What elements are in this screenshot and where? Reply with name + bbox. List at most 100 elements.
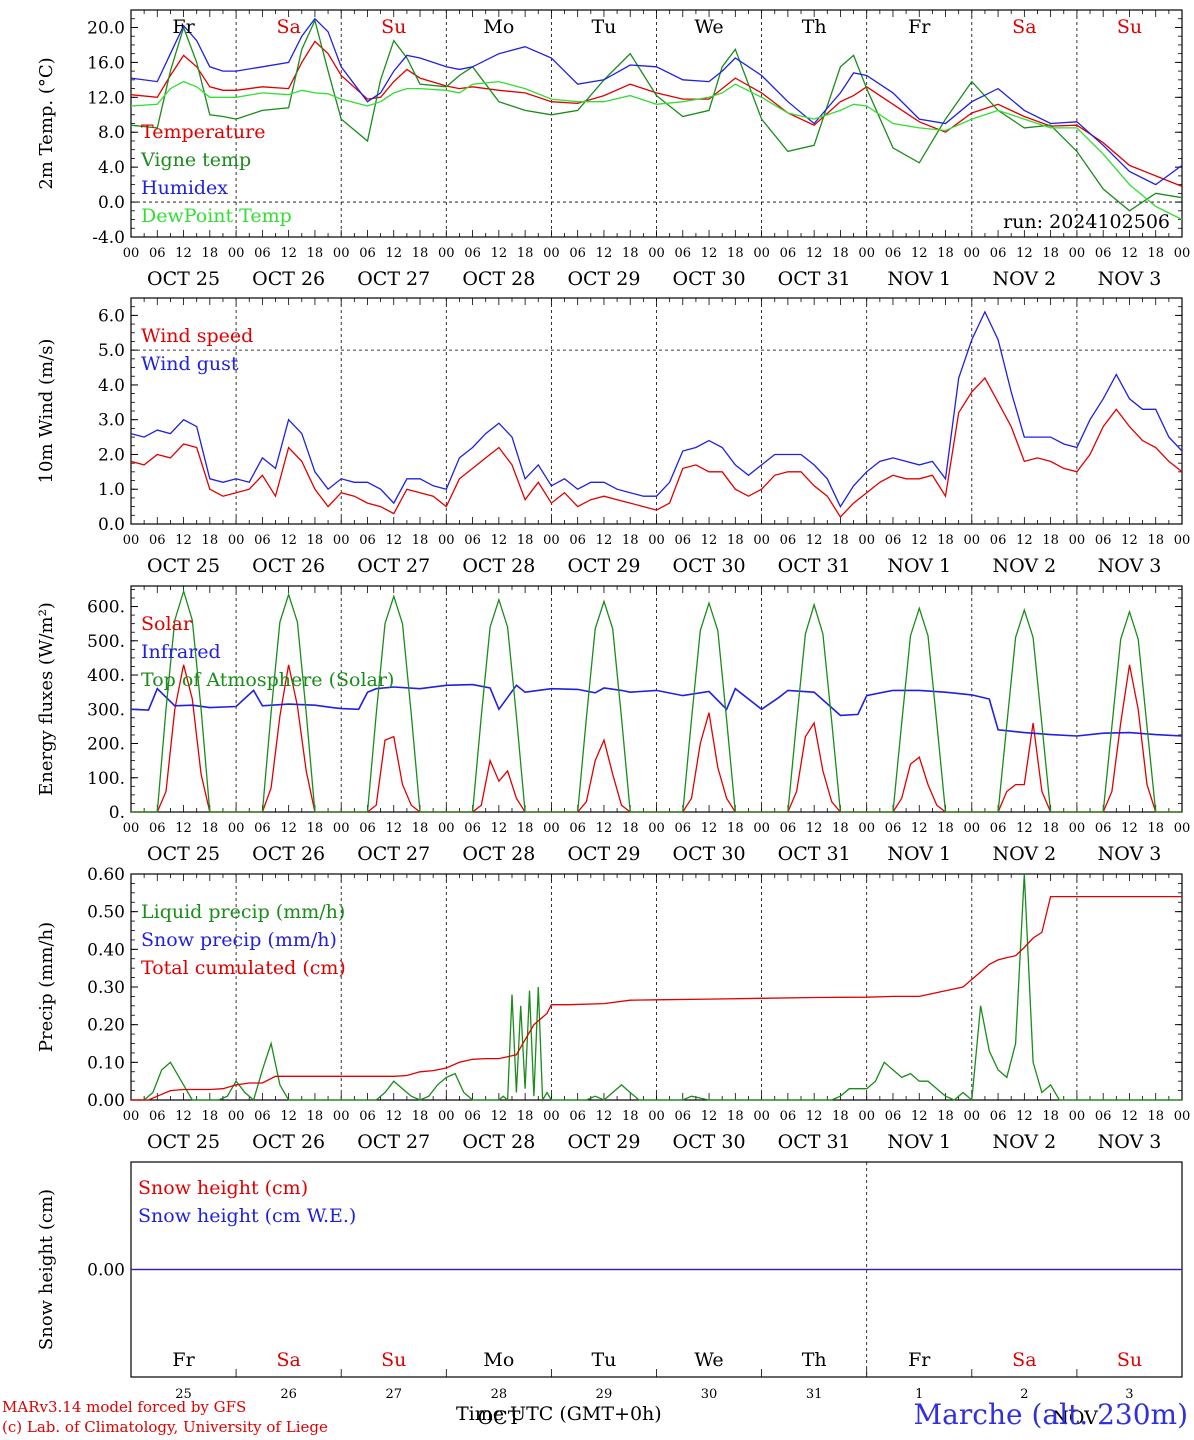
hour-tick-label: 12	[806, 246, 823, 261]
y-tick-label: 20.0	[87, 18, 125, 38]
hour-tick-label: 12	[701, 821, 718, 836]
series-line	[130, 683, 1183, 737]
hour-tick-label: 06	[149, 1109, 166, 1124]
series-line	[130, 18, 1183, 212]
y-tick-label: 0.40	[87, 940, 125, 960]
hour-tick-label: 06	[885, 821, 902, 836]
hour-tick-label: 12	[911, 246, 928, 261]
hour-tick-label: 12	[385, 533, 402, 548]
series-line	[130, 376, 1183, 519]
legend-entry: Snow height (cm)	[138, 1177, 308, 1199]
hour-tick-label: 12	[596, 246, 613, 261]
run-annotation: run: 2024102506	[1003, 211, 1170, 233]
hour-tick-label: 12	[596, 1109, 613, 1124]
date-label: OCT 26	[252, 843, 325, 865]
hour-tick-label: 06	[780, 821, 797, 836]
y-tick-label: 200.	[87, 735, 125, 755]
hour-tick-label: 12	[280, 821, 297, 836]
day-number: 25	[175, 1387, 192, 1402]
hour-tick-label: 12	[385, 821, 402, 836]
hour-tick-label: 00	[1069, 1109, 1086, 1124]
hour-tick-label: 18	[307, 1109, 324, 1124]
date-label: OCT 30	[673, 843, 746, 865]
hour-tick-label: 00	[1174, 533, 1191, 548]
weekday-label: Fr	[908, 1349, 931, 1371]
legend-entry: Liquid precip (mm/h)	[141, 901, 345, 923]
date-label: OCT 30	[673, 268, 746, 290]
hour-tick-label: 06	[990, 246, 1007, 261]
date-label: NOV 2	[992, 843, 1056, 865]
date-label: NOV 1	[887, 268, 951, 290]
hour-tick-label: 00	[1069, 821, 1086, 836]
y-tick-label: 0.20	[87, 1016, 125, 1036]
y-tick-label: 4.0	[98, 376, 125, 396]
date-label: OCT 29	[567, 1131, 640, 1153]
hour-tick-label: 12	[701, 533, 718, 548]
hour-tick-label: 18	[937, 1109, 954, 1124]
hour-tick-label: 12	[385, 1109, 402, 1124]
weekday-label: Fr	[172, 1349, 195, 1371]
weekday-label: Sa	[1012, 1349, 1036, 1371]
legend-entry: Top of Atmosphere (Solar)	[141, 669, 394, 691]
y-tick-label: 4.0	[98, 158, 125, 178]
hour-tick-label: 12	[1016, 246, 1033, 261]
hour-tick-label: 12	[701, 246, 718, 261]
hour-tick-label: 06	[569, 533, 586, 548]
weekday-label: Fr	[908, 16, 931, 38]
hour-tick-label: 12	[911, 1109, 928, 1124]
hour-tick-label: 06	[675, 1109, 692, 1124]
hour-tick-label: 06	[569, 246, 586, 261]
hour-tick-label: 06	[464, 533, 481, 548]
hour-tick-label: 18	[1147, 533, 1164, 548]
hour-tick-label: 12	[175, 821, 192, 836]
legend-entry: Snow height (cm W.E.)	[138, 1205, 356, 1227]
hour-tick-label: 06	[990, 533, 1007, 548]
legend-entry: Humidex	[141, 177, 228, 199]
hour-tick-label: 12	[1121, 246, 1138, 261]
hour-tick-label: 18	[307, 821, 324, 836]
hour-tick-label: 00	[1069, 246, 1086, 261]
hour-tick-label: 06	[359, 533, 376, 548]
y-axis-label: Precip (mm/h)	[36, 922, 57, 1052]
hour-tick-label: 12	[911, 533, 928, 548]
hour-tick-label: 00	[753, 1109, 770, 1124]
y-axis-label: 2m Temp. (°C)	[36, 57, 57, 189]
y-tick-label: 6.0	[98, 306, 125, 326]
month-label: NOV	[1052, 1407, 1098, 1429]
y-tick-label: 1.0	[98, 480, 125, 500]
site-label: Marche (alt. 230m)	[913, 1398, 1188, 1431]
series-line	[130, 17, 1183, 186]
day-number: 31	[806, 1387, 823, 1402]
hour-tick-label: 18	[937, 246, 954, 261]
series-line	[130, 40, 1183, 188]
hour-tick-label: 18	[517, 821, 534, 836]
hour-tick-label: 18	[1042, 246, 1059, 261]
y-tick-label: 8.0	[98, 123, 125, 143]
hour-tick-label: 00	[1069, 533, 1086, 548]
weekday-label: Su	[1117, 1349, 1142, 1371]
hour-tick-label: 12	[596, 821, 613, 836]
y-tick-label: 400.	[87, 666, 125, 686]
hour-tick-label: 06	[675, 533, 692, 548]
weekday-label: Mo	[483, 1349, 514, 1371]
date-label: OCT 27	[357, 1131, 430, 1153]
hour-tick-label: 18	[622, 246, 639, 261]
date-label: OCT 26	[252, 555, 325, 577]
weekday-label: Su	[381, 16, 406, 38]
date-label: NOV 2	[992, 1131, 1056, 1153]
hour-tick-label: 12	[385, 246, 402, 261]
hour-tick-label: 06	[254, 1109, 271, 1124]
day-number: 29	[596, 1387, 613, 1402]
hour-tick-label: 00	[964, 533, 981, 548]
hour-tick-label: 06	[675, 821, 692, 836]
hour-tick-label: 12	[596, 533, 613, 548]
hour-tick-label: 06	[254, 533, 271, 548]
date-label: OCT 28	[462, 1131, 535, 1153]
hour-tick-label: 06	[780, 246, 797, 261]
date-label: NOV 2	[992, 555, 1056, 577]
hour-tick-label: 00	[438, 821, 455, 836]
weekday-label: Su	[1117, 16, 1142, 38]
date-label: NOV 3	[1098, 268, 1162, 290]
hour-tick-label: 00	[543, 1109, 560, 1124]
date-label: OCT 29	[567, 843, 640, 865]
